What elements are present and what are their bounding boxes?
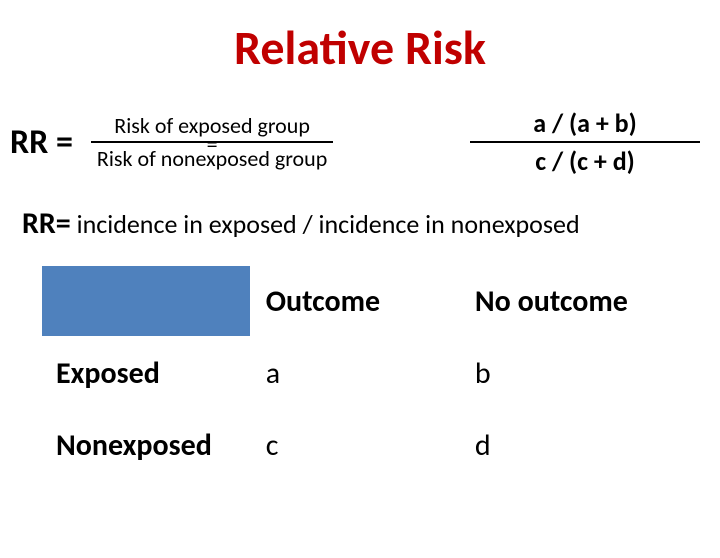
formula-row: RR = Risk of exposed group Risk of nonex… [0, 105, 720, 179]
header-outcome: Outcome [251, 265, 460, 337]
table-row: Exposed a b [41, 337, 679, 409]
fraction-symbols: a / (a + b) c / (c + d) [470, 105, 700, 179]
page-title: Relative Risk [0, 18, 720, 77]
row-label-exposed: Exposed [41, 337, 251, 409]
cell-c: c [251, 409, 460, 481]
definition-line: RR= incidence in exposed / incidence in … [0, 205, 720, 242]
fraction-words: Risk of exposed group Risk of nonexposed… [91, 110, 333, 174]
row-label-nonexposed: Nonexposed [41, 409, 251, 481]
contingency-table: Outcome No outcome Exposed a b Nonexpose… [40, 264, 680, 482]
header-blank [41, 265, 251, 337]
cell-a: a [251, 337, 460, 409]
definition-lead: RR= [22, 205, 71, 242]
definition-rest: incidence in exposed / incidence in none… [71, 208, 580, 240]
fraction-symbols-top: a / (a + b) [527, 105, 642, 141]
table-row: Nonexposed c d [41, 409, 679, 481]
fraction-symbols-bot: c / (c + d) [529, 143, 641, 179]
cell-b: b [460, 337, 679, 409]
header-no-outcome: No outcome [460, 265, 679, 337]
formula-lhs: RR = [10, 122, 73, 163]
table-header-row: Outcome No outcome [41, 265, 679, 337]
equals-overlay: = [207, 131, 218, 158]
cell-d: d [460, 409, 679, 481]
